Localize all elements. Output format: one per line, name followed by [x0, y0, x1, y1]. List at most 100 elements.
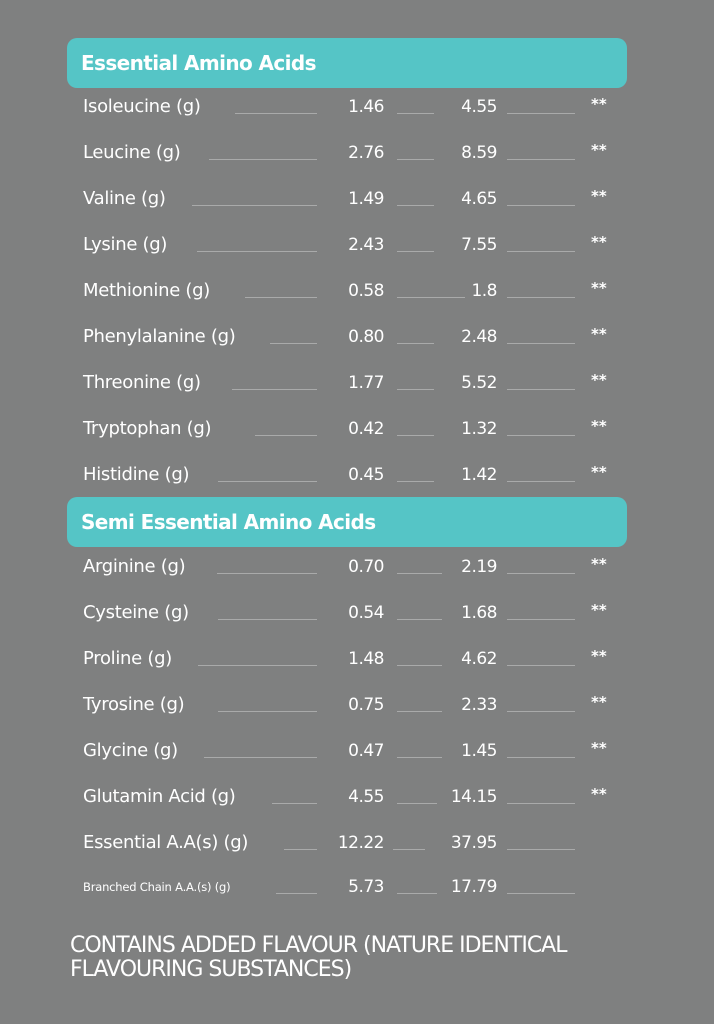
nutrient-value-1: 2.76: [348, 143, 384, 163]
dotted-leader: [397, 159, 434, 160]
footnote-mark: **: [591, 647, 607, 665]
nutrient-name: Methionine (g): [83, 280, 210, 301]
dotted-leader: [397, 297, 465, 298]
footnote-mark: **: [591, 371, 607, 389]
dotted-leader: [397, 481, 434, 482]
dotted-leader: [218, 481, 317, 482]
dotted-leader: [507, 389, 575, 390]
dotted-leader: [507, 343, 575, 344]
nutrient-value-2: 5.52: [461, 373, 497, 393]
dotted-leader: [507, 159, 575, 160]
nutrient-value-1: 0.54: [348, 603, 384, 623]
dotted-leader: [507, 435, 575, 436]
nutrient-value-1: 1.46: [348, 97, 384, 117]
table-row: Isoleucine (g) 1.46 4.55 **: [0, 92, 714, 122]
nutrient-name: Branched Chain A.A.(s) (g): [83, 880, 231, 894]
nutrient-name: Valine (g): [83, 188, 166, 209]
dotted-leader: [507, 619, 575, 620]
dotted-leader: [507, 481, 575, 482]
nutrient-name: Cysteine (g): [83, 602, 189, 623]
nutrient-value-1: 2.43: [348, 235, 384, 255]
nutrient-value-1: 0.80: [348, 327, 384, 347]
dotted-leader: [192, 205, 317, 206]
dotted-leader: [198, 665, 317, 666]
dotted-leader: [507, 573, 575, 574]
dotted-leader: [397, 665, 442, 666]
dotted-leader: [270, 343, 317, 344]
table-row: Branched Chain A.A.(s) (g) 5.73 17.79: [0, 872, 714, 902]
dotted-leader: [218, 619, 317, 620]
nutrient-value-2: 1.8: [471, 281, 497, 301]
table-row: Leucine (g) 2.76 8.59 **: [0, 138, 714, 168]
dotted-leader: [507, 849, 575, 850]
table-row: Valine (g) 1.49 4.65 **: [0, 184, 714, 214]
nutrient-name: Tyrosine (g): [83, 694, 185, 715]
table-row: Tryptophan (g) 0.42 1.32 **: [0, 414, 714, 444]
dotted-leader: [397, 803, 437, 804]
nutrient-name: Tryptophan (g): [83, 418, 212, 439]
nutrient-value-1: 1.77: [348, 373, 384, 393]
essential-section-title: Essential Amino Acids: [81, 51, 317, 75]
nutrient-name: Essential A.A(s) (g): [83, 832, 249, 853]
dotted-leader: [235, 113, 317, 114]
nutrient-value-1: 0.58: [348, 281, 384, 301]
nutrient-value-2: 4.65: [461, 189, 497, 209]
dotted-leader: [397, 711, 442, 712]
dotted-leader: [507, 893, 575, 894]
footnote-mark: **: [591, 601, 607, 619]
nutrient-name: Phenylalanine (g): [83, 326, 236, 347]
nutrient-value-2: 1.45: [461, 741, 497, 761]
table-row: Essential A.A(s) (g) 12.22 37.95: [0, 828, 714, 858]
nutrient-value-1: 4.55: [348, 787, 384, 807]
dotted-leader: [255, 435, 317, 436]
table-row: Threonine (g) 1.77 5.52 **: [0, 368, 714, 398]
footnote-mark: **: [591, 417, 607, 435]
table-row: Arginine (g) 0.70 2.19 **: [0, 552, 714, 582]
nutrient-name: Lysine (g): [83, 234, 168, 255]
nutrient-name: Arginine (g): [83, 556, 186, 577]
dotted-leader: [397, 343, 434, 344]
dotted-leader: [197, 251, 317, 252]
nutrient-name: Threonine (g): [83, 372, 201, 393]
nutrient-value-1: 0.70: [348, 557, 384, 577]
semi-essential-amino-acids-header: Semi Essential Amino Acids: [67, 497, 627, 547]
footnote-mark: **: [591, 693, 607, 711]
essential-amino-acids-header: Essential Amino Acids: [67, 38, 627, 88]
dotted-leader: [507, 205, 575, 206]
table-row: Phenylalanine (g) 0.80 2.48 **: [0, 322, 714, 352]
flavour-disclaimer: CONTAINS ADDED FLAVOUR (NATURE IDENTICAL…: [70, 934, 710, 982]
table-row: Cysteine (g) 0.54 1.68 **: [0, 598, 714, 628]
dotted-leader: [507, 297, 575, 298]
dotted-leader: [218, 711, 317, 712]
dotted-leader: [393, 849, 425, 850]
nutrient-value-2: 1.32: [461, 419, 497, 439]
dotted-leader: [397, 619, 442, 620]
dotted-leader: [507, 803, 575, 804]
footnote-mark: **: [591, 141, 607, 159]
footnote-mark: **: [591, 233, 607, 251]
dotted-leader: [217, 573, 317, 574]
dotted-leader: [397, 893, 437, 894]
nutrient-value-2: 1.42: [461, 465, 497, 485]
dotted-leader: [507, 251, 575, 252]
dotted-leader: [397, 389, 434, 390]
nutrient-value-2: 4.62: [461, 649, 497, 669]
table-row: Histidine (g) 0.45 1.42 **: [0, 460, 714, 490]
flavour-disclaimer-line-2: FLAVOURING SUBSTANCES): [70, 957, 352, 982]
nutrient-value-1: 0.45: [348, 465, 384, 485]
nutrient-name: Proline (g): [83, 648, 172, 669]
nutrient-name: Isoleucine (g): [83, 96, 201, 117]
footnote-mark: **: [591, 785, 607, 803]
dotted-leader: [397, 573, 442, 574]
table-row: Proline (g) 1.48 4.62 **: [0, 644, 714, 674]
nutrient-value-2: 14.15: [450, 787, 498, 807]
nutrient-value-1: 0.75: [348, 695, 384, 715]
dotted-leader: [507, 757, 575, 758]
nutrient-value-1: 12.22: [337, 833, 385, 853]
footnote-mark: **: [591, 187, 607, 205]
table-row: Tyrosine (g) 0.75 2.33 **: [0, 690, 714, 720]
table-row: Methionine (g) 0.58 1.8 **: [0, 276, 714, 306]
table-row: Glutamin Acid (g) 4.55 14.15 **: [0, 782, 714, 812]
footnote-mark: **: [591, 279, 607, 297]
nutrient-name: Glycine (g): [83, 740, 178, 761]
